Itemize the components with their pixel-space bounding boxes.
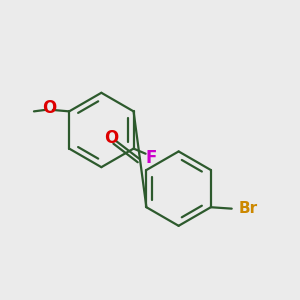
Text: O: O — [104, 129, 118, 147]
Text: Br: Br — [239, 201, 258, 216]
Text: O: O — [42, 99, 56, 117]
Text: F: F — [145, 149, 156, 167]
